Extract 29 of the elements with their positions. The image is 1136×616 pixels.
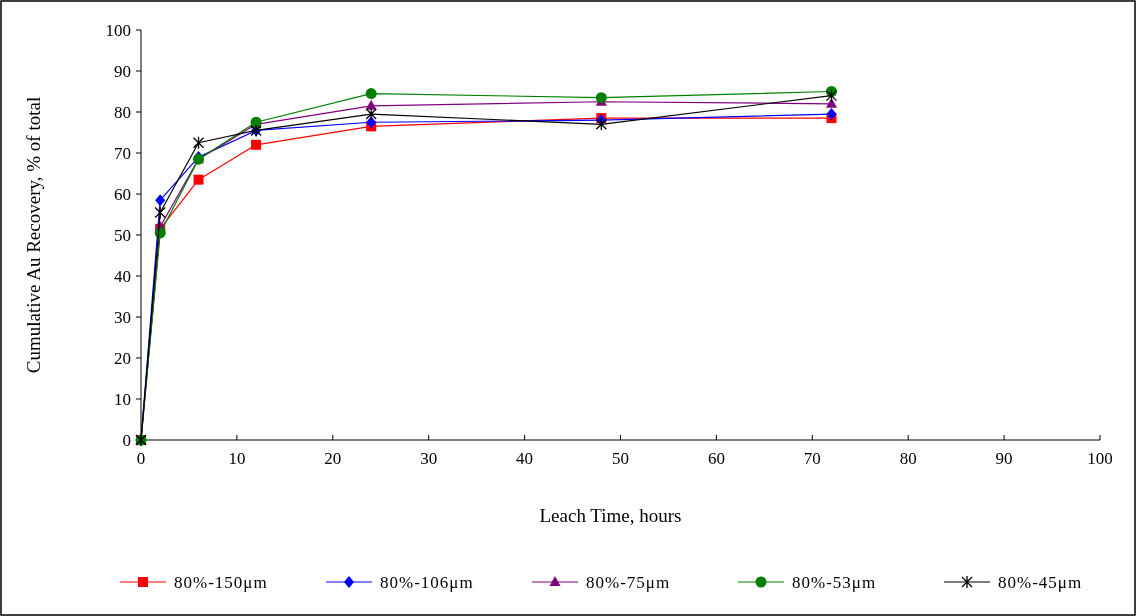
legend-label: 80%-106μm [380, 572, 474, 592]
y-tick-label: 100 [105, 20, 131, 40]
y-tick-label: 90 [114, 61, 131, 81]
x-axis-title: Leach Time, hours [539, 505, 682, 526]
x-tick-label: 60 [707, 449, 725, 468]
y-axis-title: Cumulative Au Recovery, % of total [23, 96, 44, 374]
x-tick-label: 100 [1087, 449, 1113, 468]
y-tick-label: 0 [122, 430, 131, 450]
y-tick-label: 10 [114, 389, 131, 409]
y-tick-label: 50 [114, 225, 131, 245]
y-tick-label: 30 [114, 307, 131, 327]
x-tick-label: 20 [324, 449, 342, 468]
legend-label: 80%-45μm [998, 572, 1083, 592]
y-tick-label: 60 [114, 184, 131, 204]
x-tick-label: 80 [899, 449, 917, 468]
x-tick-label: 40 [516, 449, 534, 468]
x-tick-label: 0 [136, 449, 146, 468]
y-tick-label: 80 [114, 102, 131, 122]
x-tick-label: 50 [612, 449, 629, 468]
y-tick-label: 40 [114, 266, 131, 286]
legend-label: 80%-150μm [174, 572, 268, 592]
x-tick-label: 90 [995, 449, 1013, 468]
legend-label: 80%-53μm [792, 572, 877, 592]
y-tick-label: 70 [114, 143, 131, 163]
legend-label: 80%-75μm [586, 572, 671, 592]
x-tick-label: 30 [420, 449, 438, 468]
x-tick-label: 10 [228, 449, 246, 468]
y-tick-label: 20 [114, 348, 131, 368]
x-tick-label: 70 [803, 449, 821, 468]
